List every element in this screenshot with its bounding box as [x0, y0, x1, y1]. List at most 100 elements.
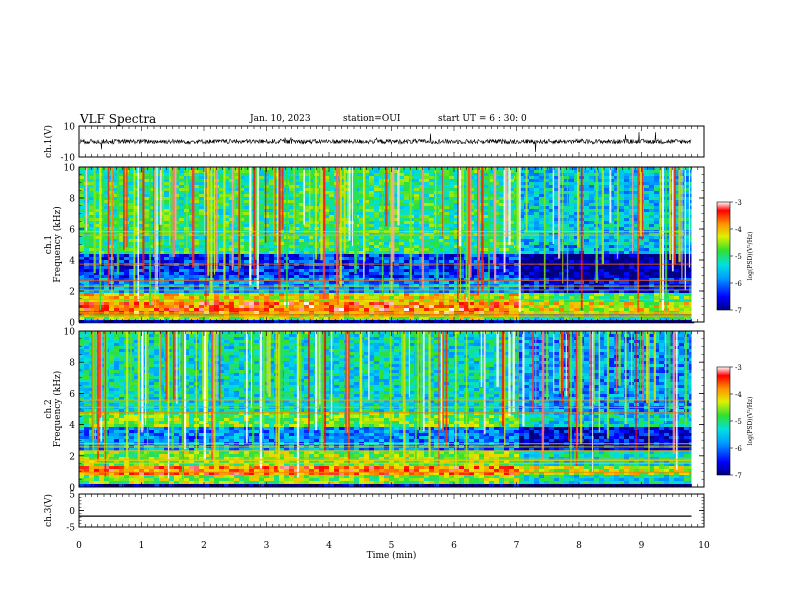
- spectrogram-cell: [224, 170, 230, 174]
- spectrogram-cell: [114, 218, 120, 222]
- spectrogram-cell: [524, 308, 530, 312]
- spectrogram-cell: [554, 260, 560, 264]
- spectrogram-cell: [294, 299, 300, 303]
- spectrogram-cell: [399, 179, 405, 183]
- spectrogram-cell: [149, 263, 155, 267]
- spectrogram-cell: [379, 218, 385, 222]
- spectrogram-cell: [159, 227, 165, 231]
- spectrogram-cell: [519, 272, 525, 276]
- spectrogram-cell: [239, 194, 245, 198]
- spectrogram-cell: [339, 293, 345, 297]
- spectrogram-cell: [299, 218, 305, 222]
- spectrogram-cell: [459, 179, 465, 183]
- spectrogram-cell: [349, 221, 355, 225]
- spectrogram-cell: [229, 296, 235, 300]
- spectrogram-cell: [219, 203, 225, 207]
- spectrogram-cell: [239, 197, 245, 201]
- spectrogram-cell: [239, 209, 245, 213]
- spectrogram-cell: [234, 215, 240, 219]
- spectrogram-cell: [539, 215, 545, 219]
- spectrogram-cell: [519, 305, 525, 309]
- spectrogram-cell: [164, 308, 170, 312]
- spectrogram-cell: [289, 305, 295, 309]
- spectrogram-cell: [269, 173, 275, 177]
- spectrogram-cell: [204, 278, 210, 282]
- spectrogram-cell: [309, 197, 315, 201]
- spectrogram-cell: [424, 290, 430, 294]
- spectrogram-cell: [324, 212, 330, 216]
- spectrogram-cell: [534, 224, 540, 228]
- spectrogram-cell: [364, 293, 370, 297]
- spectrogram-cell: [424, 203, 430, 207]
- spectrogram-cell: [349, 218, 355, 222]
- spectrogram-cell: [494, 260, 500, 264]
- spectrogram-cell: [444, 287, 450, 291]
- spectrogram-cell: [484, 260, 490, 264]
- spectrogram-cell: [179, 245, 185, 249]
- spectrogram-cell: [134, 254, 140, 258]
- spectrogram-cell: [499, 227, 505, 231]
- spectrogram-cell: [359, 173, 365, 177]
- spectrogram-cell: [84, 296, 90, 300]
- spectrogram-cell: [349, 170, 355, 174]
- spectrogram-cell: [454, 314, 460, 318]
- spectrogram-cell: [134, 317, 140, 321]
- spectrogram-cell: [289, 203, 295, 207]
- spectrogram-cell: [309, 221, 315, 225]
- spectrogram-cell: [304, 317, 310, 321]
- spectrogram-cell: [474, 260, 480, 264]
- spectrogram-cell: [424, 278, 430, 282]
- spectrogram-cell: [239, 248, 245, 252]
- spectrogram-cell: [404, 182, 410, 186]
- spectrogram-cell: [189, 224, 195, 228]
- spectrogram-cell: [319, 290, 325, 294]
- spectrogram-cell: [314, 260, 320, 264]
- spectrogram-cell: [304, 251, 310, 255]
- spectrogram-cell: [514, 260, 520, 264]
- spectrogram-cell: [229, 275, 235, 279]
- spectrogram-cell: [194, 221, 200, 225]
- spectrogram-cell: [99, 218, 105, 222]
- spectrogram-cell: [429, 302, 435, 306]
- spectrogram-cell: [224, 188, 230, 192]
- spectrogram-cell: [304, 215, 310, 219]
- spectrogram-cell: [429, 206, 435, 210]
- spectrogram-cell: [309, 272, 315, 276]
- spectrogram-cell: [149, 302, 155, 306]
- spectrogram-cell: [449, 278, 455, 282]
- spectrogram-cell: [239, 206, 245, 210]
- spectrogram-cell: [329, 257, 335, 261]
- spectrogram-cell: [499, 176, 505, 180]
- spectrogram-cell: [444, 314, 450, 318]
- spectrogram-cell: [484, 227, 490, 231]
- spectrogram-cell: [159, 239, 165, 243]
- spectrogram-cell: [399, 209, 405, 213]
- spectrogram-cell: [494, 305, 500, 309]
- spectrogram-cell: [394, 314, 400, 318]
- spectrogram-cell: [204, 251, 210, 255]
- spectrogram-cell: [464, 317, 470, 321]
- spectrogram-cell: [404, 215, 410, 219]
- spectrogram-cell: [394, 215, 400, 219]
- spectrogram-cell: [429, 314, 435, 318]
- spectrogram-cell: [274, 302, 280, 306]
- spectrogram-cell: [299, 173, 305, 177]
- spectrogram-cell: [229, 236, 235, 240]
- spectrogram-cell: [84, 290, 90, 294]
- spectrogram-cell: [204, 176, 210, 180]
- spectrogram-cell: [459, 236, 465, 240]
- spectrogram-cell: [164, 209, 170, 213]
- spectrogram-cell: [139, 296, 145, 300]
- spectrogram-cell: [264, 275, 270, 279]
- spectrogram-cell: [364, 269, 370, 273]
- spectrogram-cell: [179, 227, 185, 231]
- spectrogram-cell: [164, 203, 170, 207]
- spectrogram-cell: [174, 296, 180, 300]
- spectrogram-cell: [294, 212, 300, 216]
- spectrogram-cell: [169, 245, 175, 249]
- spectrogram-cell: [349, 308, 355, 312]
- spectrogram-cell: [84, 305, 90, 309]
- spectrogram-cell: [419, 188, 425, 192]
- spectrogram-cell: [149, 194, 155, 198]
